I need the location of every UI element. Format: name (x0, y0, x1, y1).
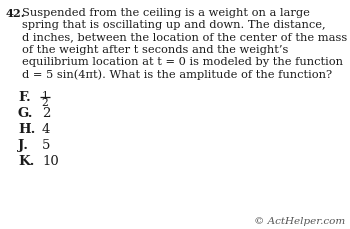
Text: 2: 2 (42, 107, 50, 120)
Text: 4: 4 (42, 123, 50, 136)
Text: F.: F. (18, 91, 31, 104)
Text: equilibrium location at t = 0 is modeled by the function: equilibrium location at t = 0 is modeled… (22, 57, 343, 66)
Text: 42.: 42. (6, 8, 26, 19)
Text: © ActHelper.com: © ActHelper.com (254, 216, 345, 225)
Text: 10: 10 (42, 155, 59, 167)
Text: 5: 5 (42, 139, 50, 152)
Text: 2: 2 (42, 98, 48, 108)
Text: spring that is oscillating up and down. The distance,: spring that is oscillating up and down. … (22, 20, 326, 30)
Text: K.: K. (18, 155, 34, 167)
Text: d inches, between the location of the center of the mass: d inches, between the location of the ce… (22, 32, 347, 42)
Text: J.: J. (18, 139, 28, 152)
Text: Suspended from the ceiling is a weight on a large: Suspended from the ceiling is a weight o… (22, 8, 310, 18)
Text: 1: 1 (42, 90, 48, 100)
Text: G.: G. (18, 107, 34, 120)
Text: of the weight after t seconds and the weight’s: of the weight after t seconds and the we… (22, 44, 288, 54)
Text: H.: H. (18, 123, 35, 136)
Text: d = 5 sin(4πt). What is the amplitude of the function?: d = 5 sin(4πt). What is the amplitude of… (22, 69, 332, 79)
